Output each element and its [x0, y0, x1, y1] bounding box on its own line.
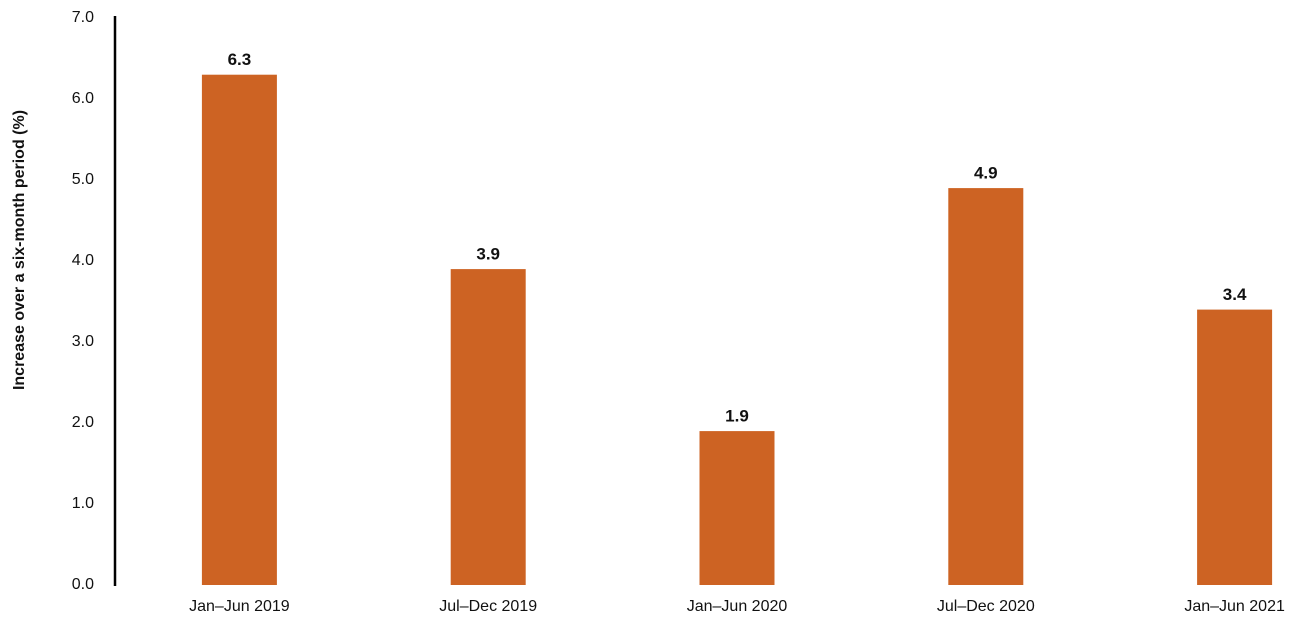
bar: [948, 188, 1024, 585]
y-tick-label: 5.0: [72, 171, 94, 188]
bar: [201, 74, 277, 585]
x-tick-label: Jan–Jun 2021: [1184, 598, 1285, 615]
bar: [699, 431, 775, 585]
y-tick-label: 1.0: [72, 495, 94, 512]
value-label: 6.3: [228, 50, 252, 69]
value-label: 4.9: [974, 164, 998, 183]
bar: [1197, 309, 1273, 585]
y-tick-label: 2.0: [72, 414, 94, 431]
y-tick-label: 6.0: [72, 90, 94, 107]
value-label: 3.9: [476, 245, 500, 264]
bar: [450, 269, 526, 585]
y-tick-label: 7.0: [72, 9, 94, 26]
value-label: 3.4: [1223, 285, 1247, 304]
y-tick-label: 4.0: [72, 252, 94, 269]
x-tick-label: Jan–Jun 2019: [189, 598, 290, 615]
x-tick-label: Jul–Dec 2020: [937, 598, 1035, 615]
y-tick-label: 3.0: [72, 333, 94, 350]
value-label: 1.9: [725, 407, 749, 426]
x-tick-label: Jan–Jun 2020: [687, 598, 788, 615]
x-tick-label: Jul–Dec 2019: [439, 598, 537, 615]
y-tick-label: 0.0: [72, 576, 94, 593]
y-axis-label: Increase over a six-month period (%): [11, 110, 28, 390]
